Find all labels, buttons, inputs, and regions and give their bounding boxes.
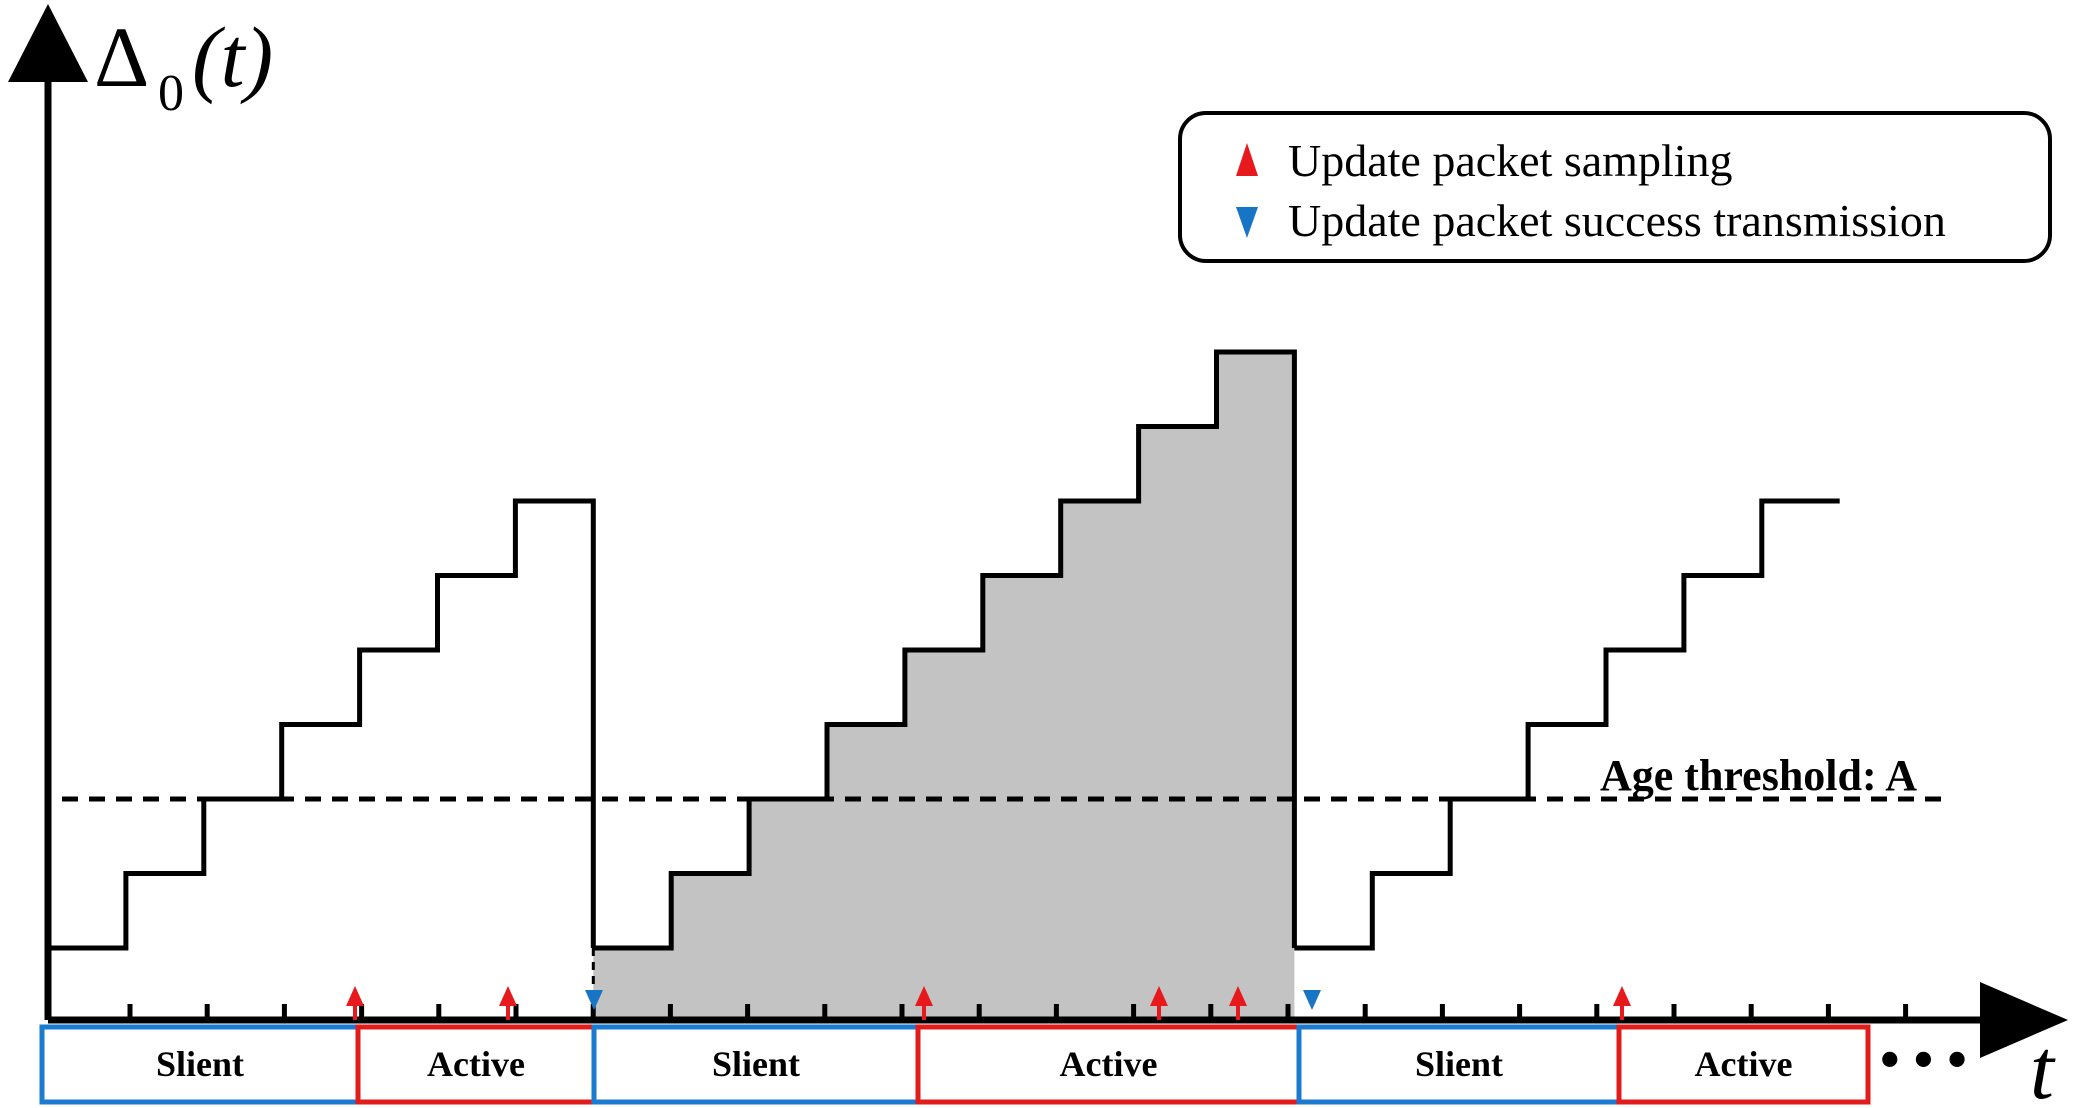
y-axis-subscript: 0 bbox=[158, 65, 184, 122]
phase-label: Active bbox=[1060, 1044, 1158, 1084]
legend-success-label: Update packet success transmission bbox=[1288, 195, 1946, 246]
shaded-area-layer bbox=[593, 352, 1295, 1020]
age-staircase-segment bbox=[48, 498, 596, 951]
phase-bar-layer: Slient Active Slient Active Slient Active bbox=[39, 1024, 1871, 1105]
event-markers-layer bbox=[346, 986, 1631, 1020]
age-staircase-segment bbox=[593, 349, 1297, 951]
continuation-dots: • • • bbox=[1880, 1029, 1967, 1091]
sampling-marker-icon bbox=[1613, 986, 1631, 1006]
y-axis-arrow-icon bbox=[8, 4, 88, 82]
age-staircase-segment bbox=[1294, 498, 1840, 951]
sampling-marker-icon bbox=[499, 986, 517, 1006]
shaded-age-area bbox=[593, 352, 1295, 1020]
legend-sampling-marker-icon bbox=[1236, 143, 1258, 176]
legend-sampling-label: Update packet sampling bbox=[1288, 135, 1733, 186]
phase-box bbox=[1616, 1024, 1871, 1105]
phase-label: Slient bbox=[156, 1044, 244, 1084]
sampling-marker-icon bbox=[915, 986, 933, 1006]
legend: Update packet sampling Update packet suc… bbox=[1178, 111, 2052, 263]
sampling-marker-icon bbox=[1229, 986, 1247, 1006]
phase-box bbox=[591, 1024, 921, 1105]
y-axis-argument: (t) bbox=[192, 9, 273, 105]
phase-label: Active bbox=[1695, 1044, 1793, 1084]
sampling-marker-icon bbox=[1150, 986, 1168, 1006]
legend-box bbox=[1178, 111, 2052, 263]
threshold-label: Age threshold: A bbox=[1600, 751, 1917, 800]
y-axis-title: Δ bbox=[94, 9, 149, 105]
success-marker-icon bbox=[1303, 990, 1321, 1010]
x-axis-arrow-icon bbox=[1980, 982, 2068, 1058]
phase-label: Slient bbox=[1415, 1044, 1503, 1084]
phase-label: Active bbox=[427, 1044, 525, 1084]
phase-box bbox=[915, 1024, 1302, 1105]
age-staircase-layer bbox=[48, 349, 1840, 1012]
sampling-marker-icon bbox=[346, 986, 364, 1006]
phase-label: Slient bbox=[712, 1044, 800, 1084]
phase-box bbox=[1296, 1024, 1622, 1105]
phase-box bbox=[39, 1024, 361, 1105]
x-axis-title: t bbox=[2030, 1021, 2056, 1108]
legend-success-marker-icon bbox=[1236, 207, 1258, 238]
success-marker-icon bbox=[585, 990, 603, 1010]
